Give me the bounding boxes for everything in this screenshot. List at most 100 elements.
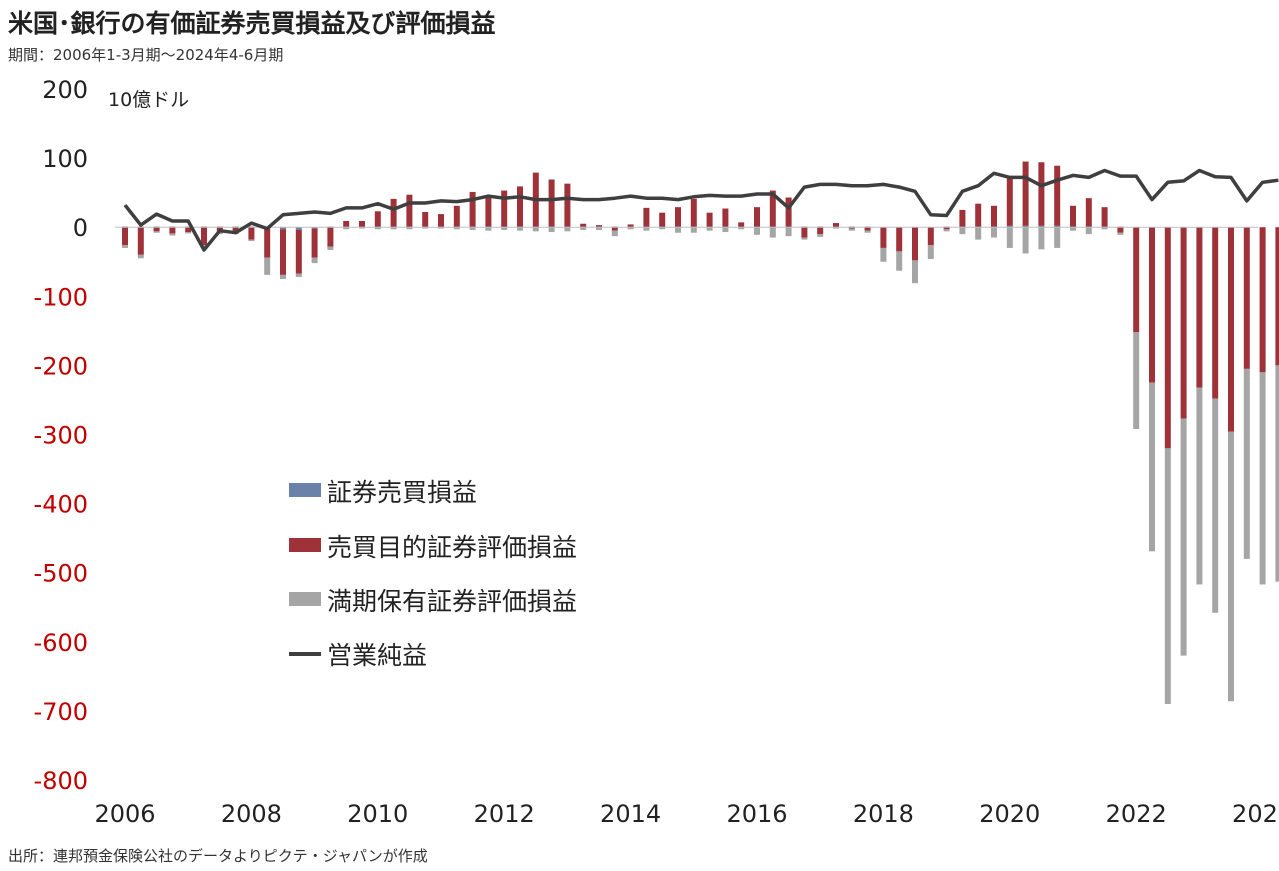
bar-htm-unrealized-2022Q3 bbox=[1164, 448, 1171, 704]
bar-htm-unrealized-2010Q1 bbox=[374, 227, 381, 230]
bar-afs-unrealized-2013Q1 bbox=[564, 183, 571, 227]
bar-htm-unrealized-2024Q2 bbox=[1275, 365, 1279, 582]
x-tick-label: 2006 bbox=[94, 800, 155, 828]
bar-htm-unrealized-2016Q1 bbox=[754, 227, 760, 235]
bar-htm-unrealized-2014Q2 bbox=[643, 227, 650, 231]
x-axis-ticks: 2006 2008 2010 2012 2014 2016 2018 2020 2022 2024 bbox=[94, 800, 1279, 828]
bar-htm-unrealized-2006Q4 bbox=[169, 233, 176, 236]
bar-afs-unrealized-2018Q4 bbox=[927, 227, 934, 246]
bar-htm-unrealized-2015Q3 bbox=[722, 227, 729, 233]
bar-afs-unrealized-2023Q4 bbox=[1243, 227, 1250, 369]
bar-htm-unrealized-2009Q1 bbox=[311, 257, 318, 264]
bar-afs-unrealized-2015Q4 bbox=[738, 222, 745, 227]
bar-htm-unrealized-2008Q1 bbox=[248, 239, 255, 242]
bar-htm-unrealized-2011Q3 bbox=[469, 227, 476, 230]
bar-htm-unrealized-2023Q2 bbox=[1212, 398, 1219, 613]
y-tick-label: -600 bbox=[34, 629, 88, 657]
legend-swatch-afs-unrealized bbox=[289, 538, 321, 552]
bar-afs-unrealized-2009Q1 bbox=[311, 228, 318, 258]
bar-afs-unrealized-2020Q2 bbox=[1022, 161, 1029, 226]
bar-afs-unrealized-2022Q2 bbox=[1149, 227, 1155, 383]
bar-afs-unrealized-2023Q1 bbox=[1196, 227, 1203, 388]
bar-htm-unrealized-2021Q2 bbox=[1085, 227, 1092, 235]
bar-htm-unrealized-2012Q4 bbox=[548, 227, 555, 233]
bar-afs-unrealized-2014Q3 bbox=[659, 212, 666, 227]
bar-afs-unrealized-2017Q1 bbox=[817, 227, 824, 235]
bar-htm-unrealized-2006Q2 bbox=[137, 254, 144, 259]
bar-htm-unrealized-2021Q3 bbox=[1101, 227, 1108, 230]
bar-htm-unrealized-2013Q2 bbox=[580, 227, 587, 230]
bar-htm-unrealized-2018Q1 bbox=[880, 247, 887, 262]
bar-htm-unrealized-2020Q4 bbox=[1054, 227, 1061, 248]
bar-afs-unrealized-2006Q2 bbox=[137, 227, 144, 255]
bar-htm-unrealized-2016Q2 bbox=[769, 227, 776, 238]
bar-htm-unrealized-2014Q3 bbox=[659, 227, 666, 230]
bar-afs-unrealized-2019Q1 bbox=[943, 227, 950, 230]
bar-htm-unrealized-2013Q3 bbox=[596, 227, 602, 230]
bar-afs-unrealized-2008Q2 bbox=[264, 227, 271, 258]
bar-afs-unrealized-2016Q2 bbox=[769, 190, 776, 227]
x-tick-label: 2008 bbox=[221, 800, 282, 828]
bar-htm-unrealized-2022Q1 bbox=[1133, 332, 1140, 429]
bar-afs-unrealized-2014Q2 bbox=[643, 207, 650, 227]
legend-label-trading-gl: 証券売買損益 bbox=[327, 478, 477, 507]
y-tick-label: 100 bbox=[42, 145, 88, 173]
bar-htm-unrealized-2012Q1 bbox=[501, 227, 508, 230]
bar-htm-unrealized-2013Q1 bbox=[564, 227, 571, 232]
y-tick-label: -100 bbox=[34, 283, 88, 311]
bar-afs-unrealized-2011Q4 bbox=[485, 196, 492, 227]
bar-htm-unrealized-2018Q2 bbox=[896, 251, 903, 271]
bar-htm-unrealized-2010Q4 bbox=[422, 227, 429, 229]
bar-htm-unrealized-2012Q2 bbox=[517, 227, 523, 231]
bar-trading-gl-2020Q4 bbox=[1054, 225, 1061, 228]
bar-afs-unrealized-2012Q2 bbox=[517, 186, 523, 227]
bar-htm-unrealized-2016Q4 bbox=[801, 237, 808, 240]
bar-htm-unrealized-2011Q4 bbox=[485, 227, 492, 231]
bar-htm-unrealized-2011Q1 bbox=[438, 227, 444, 229]
bar-afs-unrealized-2023Q3 bbox=[1228, 227, 1234, 432]
bar-afs-unrealized-2016Q4 bbox=[801, 227, 808, 238]
bar-htm-unrealized-2023Q1 bbox=[1196, 387, 1203, 585]
bar-trading-gl-2020Q2 bbox=[1022, 225, 1029, 228]
bar-afs-unrealized-2012Q1 bbox=[501, 190, 508, 227]
bar-afs-unrealized-2007Q1 bbox=[185, 227, 192, 233]
bar-htm-unrealized-2021Q1 bbox=[1070, 227, 1076, 231]
bar-htm-unrealized-2012Q3 bbox=[532, 227, 539, 232]
bar-afs-unrealized-2022Q1 bbox=[1133, 227, 1140, 333]
bar-htm-unrealized-2009Q3 bbox=[343, 227, 350, 230]
bar-afs-unrealized-2012Q4 bbox=[548, 179, 555, 227]
bar-afs-unrealized-2019Q4 bbox=[991, 205, 997, 227]
y-tick-label: -200 bbox=[34, 352, 88, 380]
legend-swatch-htm-unrealized bbox=[289, 592, 321, 606]
bar-htm-unrealized-2017Q4 bbox=[864, 230, 871, 233]
bar-afs-unrealized-2008Q1 bbox=[248, 227, 255, 240]
bar-afs-unrealized-2009Q2 bbox=[327, 227, 334, 247]
net-operating-income-line bbox=[123, 168, 1279, 252]
bar-afs-unrealized-2006Q3 bbox=[153, 227, 160, 232]
bar-afs-unrealized-2021Q4 bbox=[1117, 227, 1124, 233]
x-tick-label: 2024 bbox=[1232, 800, 1279, 828]
bar-htm-unrealized-2023Q3 bbox=[1228, 431, 1234, 702]
bar-afs-unrealized-2017Q2 bbox=[833, 223, 839, 227]
bars bbox=[122, 161, 1279, 704]
x-tick-label: 2012 bbox=[474, 800, 535, 828]
bar-trading-gl-2008Q4 bbox=[295, 227, 302, 230]
y-tick-label: 0 bbox=[73, 214, 88, 242]
bar-htm-unrealized-2022Q4 bbox=[1180, 418, 1187, 656]
bar-afs-unrealized-2013Q3 bbox=[596, 225, 602, 227]
bar-afs-unrealized-2015Q1 bbox=[690, 198, 697, 227]
bar-afs-unrealized-2024Q2 bbox=[1275, 227, 1279, 366]
bar-htm-unrealized-2010Q2 bbox=[390, 227, 397, 230]
bar-afs-unrealized-2022Q4 bbox=[1180, 227, 1187, 419]
bar-htm-unrealized-2021Q4 bbox=[1117, 232, 1124, 235]
bar-afs-unrealized-2011Q1 bbox=[438, 214, 444, 227]
bar-afs-unrealized-2010Q1 bbox=[374, 211, 381, 227]
y-tick-label: -800 bbox=[34, 767, 88, 795]
bar-afs-unrealized-2015Q3 bbox=[722, 208, 729, 227]
legend-label-net-operating-income: 営業純益 bbox=[327, 641, 427, 670]
bar-htm-unrealized-2020Q3 bbox=[1038, 227, 1045, 250]
bar-afs-unrealized-2014Q4 bbox=[675, 207, 681, 227]
bar-afs-unrealized-2016Q1 bbox=[754, 207, 760, 227]
source-note: 出所：連邦預金保険公社のデータよりピクテ・ジャパンが作成 bbox=[8, 847, 428, 865]
